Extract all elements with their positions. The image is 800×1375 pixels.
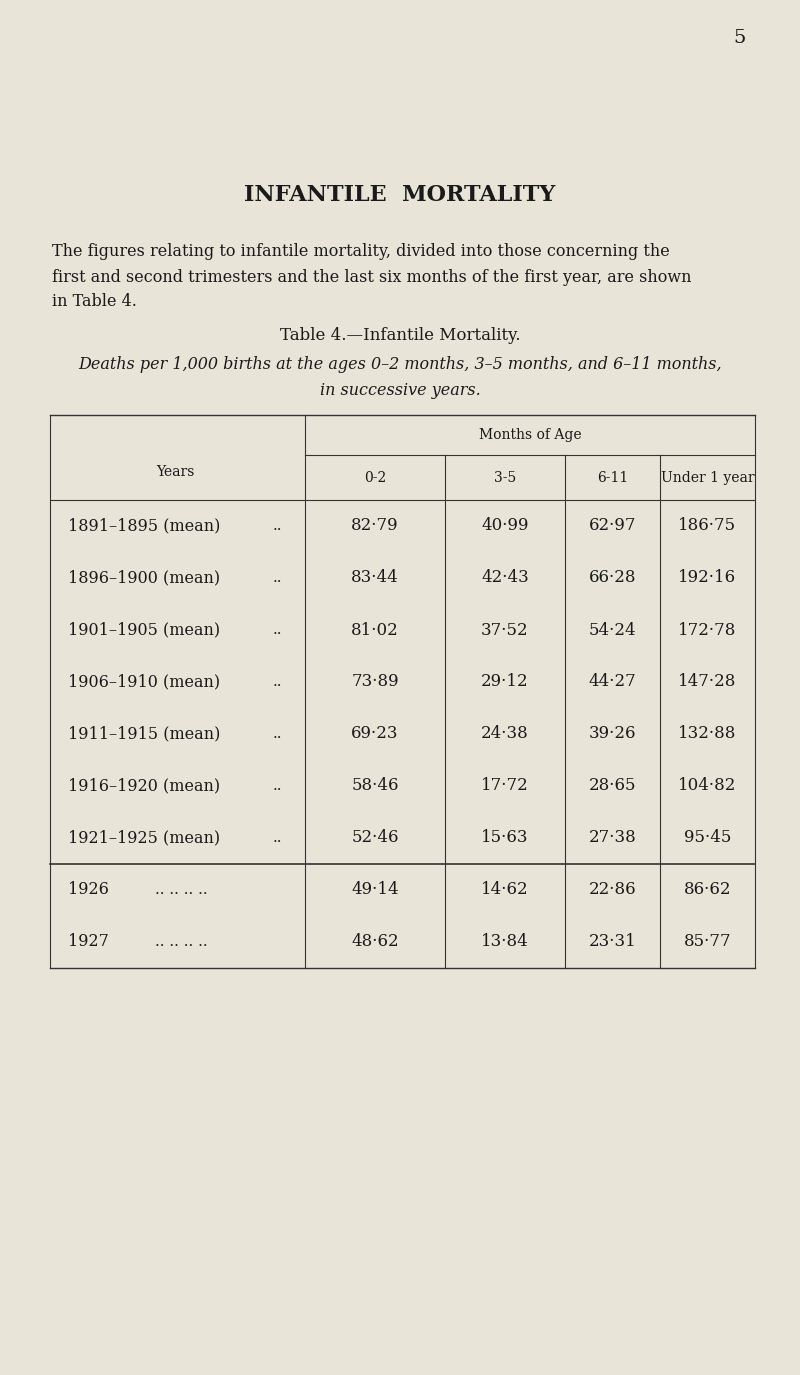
Text: 37·52: 37·52	[481, 622, 529, 638]
Text: 40·99: 40·99	[482, 517, 529, 535]
Text: 1911–1915 (mean): 1911–1915 (mean)	[68, 726, 220, 742]
Text: ..: ..	[273, 727, 282, 741]
Text: ..: ..	[273, 675, 282, 689]
Text: 17·72: 17·72	[481, 777, 529, 795]
Text: 86·62: 86·62	[684, 881, 731, 898]
Text: 85·77: 85·77	[684, 934, 731, 950]
Text: in Table 4.: in Table 4.	[52, 293, 137, 311]
Text: 5: 5	[734, 29, 746, 47]
Text: 82·79: 82·79	[351, 517, 399, 535]
Text: 83·44: 83·44	[351, 569, 399, 587]
Text: 54·24: 54·24	[589, 622, 636, 638]
Text: Years: Years	[156, 465, 194, 478]
Text: 73·89: 73·89	[351, 674, 399, 690]
Text: 66·28: 66·28	[589, 569, 636, 587]
Text: ..: ..	[273, 780, 282, 793]
Text: INFANTILE  MORTALITY: INFANTILE MORTALITY	[244, 184, 556, 206]
Text: 69·23: 69·23	[351, 726, 398, 742]
Text: ..: ..	[273, 830, 282, 846]
Text: 1916–1920 (mean): 1916–1920 (mean)	[68, 777, 220, 795]
Text: 6-11: 6-11	[597, 472, 628, 485]
Text: 132·88: 132·88	[678, 726, 737, 742]
Text: 1927: 1927	[68, 934, 109, 950]
Text: 192·16: 192·16	[678, 569, 737, 587]
Text: 23·31: 23·31	[589, 934, 636, 950]
Text: Deaths per 1,000 births at the ages 0–2 months, 3–5 months, and 6–11 months,: Deaths per 1,000 births at the ages 0–2 …	[78, 356, 722, 374]
Text: 14·62: 14·62	[481, 881, 529, 898]
Text: 13·84: 13·84	[481, 934, 529, 950]
Text: 1921–1925 (mean): 1921–1925 (mean)	[68, 829, 220, 847]
Text: 62·97: 62·97	[589, 517, 636, 535]
Text: 29·12: 29·12	[481, 674, 529, 690]
Text: 28·65: 28·65	[589, 777, 636, 795]
Text: ..: ..	[273, 518, 282, 534]
Text: Months of Age: Months of Age	[478, 428, 582, 441]
Text: 52·46: 52·46	[351, 829, 398, 847]
Text: 104·82: 104·82	[678, 777, 737, 795]
Text: Table 4.—Infantile Mortality.: Table 4.—Infantile Mortality.	[280, 326, 520, 344]
Text: 44·27: 44·27	[589, 674, 636, 690]
Text: 95·45: 95·45	[684, 829, 731, 847]
Text: ..: ..	[273, 623, 282, 637]
Text: 1901–1905 (mean): 1901–1905 (mean)	[68, 622, 220, 638]
Text: 1896–1900 (mean): 1896–1900 (mean)	[68, 569, 220, 587]
Text: The figures relating to infantile mortality, divided into those concerning the: The figures relating to infantile mortal…	[52, 243, 670, 260]
Text: ..: ..	[273, 571, 282, 584]
Text: 186·75: 186·75	[678, 517, 737, 535]
Text: 49·14: 49·14	[351, 881, 399, 898]
Text: 15·63: 15·63	[482, 829, 529, 847]
Text: 0-2: 0-2	[364, 472, 386, 485]
Text: 58·46: 58·46	[351, 777, 398, 795]
Text: 22·86: 22·86	[589, 881, 636, 898]
Text: 42·43: 42·43	[481, 569, 529, 587]
Text: 3-5: 3-5	[494, 472, 516, 485]
Text: .. .. .. ..: .. .. .. ..	[155, 935, 208, 949]
Text: 1926: 1926	[68, 881, 109, 898]
Text: Under 1 year: Under 1 year	[661, 472, 754, 485]
Text: 48·62: 48·62	[351, 934, 399, 950]
Text: 1906–1910 (mean): 1906–1910 (mean)	[68, 674, 220, 690]
Text: 1891–1895 (mean): 1891–1895 (mean)	[68, 517, 220, 535]
Text: 27·38: 27·38	[589, 829, 636, 847]
Text: .. .. .. ..: .. .. .. ..	[155, 883, 208, 896]
Text: 39·26: 39·26	[589, 726, 636, 742]
Text: 147·28: 147·28	[678, 674, 737, 690]
Text: 81·02: 81·02	[351, 622, 399, 638]
Text: in successive years.: in successive years.	[320, 381, 480, 399]
Text: first and second trimesters and the last six months of the first year, are shown: first and second trimesters and the last…	[52, 268, 691, 286]
Text: 172·78: 172·78	[678, 622, 737, 638]
Text: 24·38: 24·38	[481, 726, 529, 742]
